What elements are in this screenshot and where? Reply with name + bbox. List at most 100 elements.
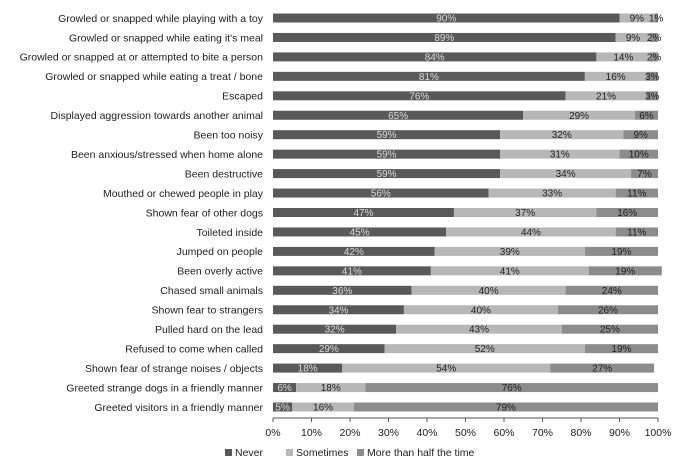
data-label: 34%: [328, 305, 348, 316]
category-label: Shown fear of other dogs: [146, 207, 263, 219]
bar-segment-more-than-half-the-time: [619, 149, 658, 159]
data-label: 7%: [637, 169, 652, 180]
bar-segment-never: [273, 52, 597, 62]
data-label: 40%: [471, 305, 491, 316]
bar-segment-more-than-half-the-time: [596, 208, 658, 217]
data-label: 36%: [332, 286, 352, 297]
x-tick-label: 100%: [645, 427, 672, 439]
bar-segment-never: [273, 305, 404, 315]
bar-segment-never: [273, 402, 293, 412]
x-tick-label: 0%: [265, 427, 280, 439]
bar-segment-sometimes: [500, 130, 624, 140]
data-label: 3%: [645, 72, 660, 83]
bar-segment-never: [273, 110, 524, 120]
category-label: Toileted inside: [196, 227, 263, 239]
data-label: 59%: [377, 130, 397, 141]
data-label: 25%: [600, 325, 620, 336]
bar-segment-never: [273, 188, 489, 198]
bar-segment-never: [273, 71, 585, 81]
data-label: 16%: [617, 208, 637, 219]
x-tick-label: 50%: [455, 427, 476, 439]
bar-segment-more-than-half-the-time: [353, 402, 658, 412]
data-label: 2%: [647, 52, 662, 63]
data-label: 3%: [645, 91, 660, 102]
bar-segment-more-than-half-the-time: [650, 52, 658, 62]
bar-segment-sometimes: [615, 32, 651, 42]
bar-segment-never: [273, 383, 297, 393]
category-label: Chased small animals: [160, 285, 263, 297]
category-label: Growled or snapped at or attempted to bi…: [20, 52, 264, 64]
data-label: 19%: [611, 247, 631, 258]
legend-label: More than half the time: [367, 447, 475, 459]
category-label: Been destructive: [185, 168, 263, 180]
bar-segment-never: [273, 208, 454, 217]
data-label: 81%: [419, 72, 439, 83]
bar-segment-sometimes: [292, 402, 354, 412]
data-label: 41%: [500, 266, 520, 277]
x-tick-label: 30%: [378, 427, 399, 439]
data-labels: 90% 9% 1%89% 9% 2%84% 14% 2%81% 16% 3%76% 21% 3%65…: [275, 14, 663, 414]
bar-segment-more-than-half-the-time: [550, 363, 655, 373]
data-label: 27%: [592, 364, 612, 375]
data-label: 79%: [496, 403, 516, 414]
bar-segment-sometimes: [523, 110, 635, 120]
bar-segment-never: [273, 227, 447, 237]
data-label: 9%: [626, 33, 641, 44]
bar-segment-never: [273, 285, 412, 295]
bar-segment-more-than-half-the-time: [634, 110, 658, 120]
data-label: 11%: [627, 189, 646, 200]
bar-segment-never: [273, 324, 397, 334]
data-label: 59%: [377, 169, 397, 180]
bar-segment-sometimes: [296, 383, 366, 393]
data-label: 56%: [371, 189, 391, 200]
data-label: 33%: [542, 189, 562, 200]
category-label: Greeted strange dogs in a friendly manne…: [66, 382, 263, 394]
x-tick-label: 80%: [570, 427, 591, 439]
category-label: Growled or snapped while playing with a …: [58, 13, 264, 25]
data-label: 89%: [434, 33, 454, 44]
data-label: 34%: [556, 169, 576, 180]
data-label: 47%: [353, 208, 373, 219]
data-label: 18%: [298, 364, 318, 375]
category-label: Been anxious/stressed when home alone: [71, 149, 263, 161]
data-label: 29%: [569, 111, 589, 122]
bar-segment-more-than-half-the-time: [561, 324, 658, 334]
bar-segment-never: [273, 169, 501, 179]
x-tick-label: 40%: [416, 427, 437, 439]
data-label: 32%: [325, 325, 345, 336]
x-tick-label: 20%: [339, 427, 360, 439]
data-label: 37%: [515, 208, 535, 219]
data-label: 5%: [275, 403, 290, 414]
bar-segment-never: [273, 246, 435, 256]
x-axis-ticks: 0% 10% 20% 30% 40% 50% 60% 70% 80% 90% 100%: [265, 418, 671, 439]
data-label: 10%: [629, 150, 649, 161]
bar-segment-sometimes: [500, 169, 632, 179]
bar-segment-sometimes: [453, 208, 597, 217]
category-label: Growled or snapped while eating a treat …: [45, 71, 263, 83]
bar-segment-more-than-half-the-time: [584, 246, 658, 256]
bar-segment-more-than-half-the-time: [365, 383, 658, 393]
legend-swatch: [357, 449, 364, 456]
data-label: 39%: [500, 247, 520, 258]
bar-segment-never: [273, 130, 501, 140]
category-label: Escaped: [222, 91, 263, 103]
x-tick-label: 60%: [493, 427, 514, 439]
data-label: 9%: [633, 130, 648, 141]
bar-segment-sometimes: [396, 324, 562, 334]
bar-segment-more-than-half-the-time: [565, 285, 658, 295]
data-label: 45%: [350, 227, 370, 238]
bar-segment-more-than-half-the-time: [615, 227, 658, 237]
data-label: 76%: [409, 91, 429, 102]
category-label: Mouthed or chewed people in play: [103, 188, 264, 200]
bar-segment-sometimes: [403, 305, 558, 315]
bar-segment-sometimes: [500, 149, 620, 159]
bar-segment-more-than-half-the-time: [623, 130, 658, 140]
bar-segment-more-than-half-the-time: [631, 169, 658, 179]
bar-segment-never: [273, 363, 343, 373]
data-label: 29%: [319, 344, 339, 355]
data-label: 16%: [606, 72, 626, 83]
data-label: 1%: [649, 14, 664, 25]
legend: Never Sometimes More than half the time: [225, 447, 475, 459]
data-label: 6%: [639, 111, 654, 122]
